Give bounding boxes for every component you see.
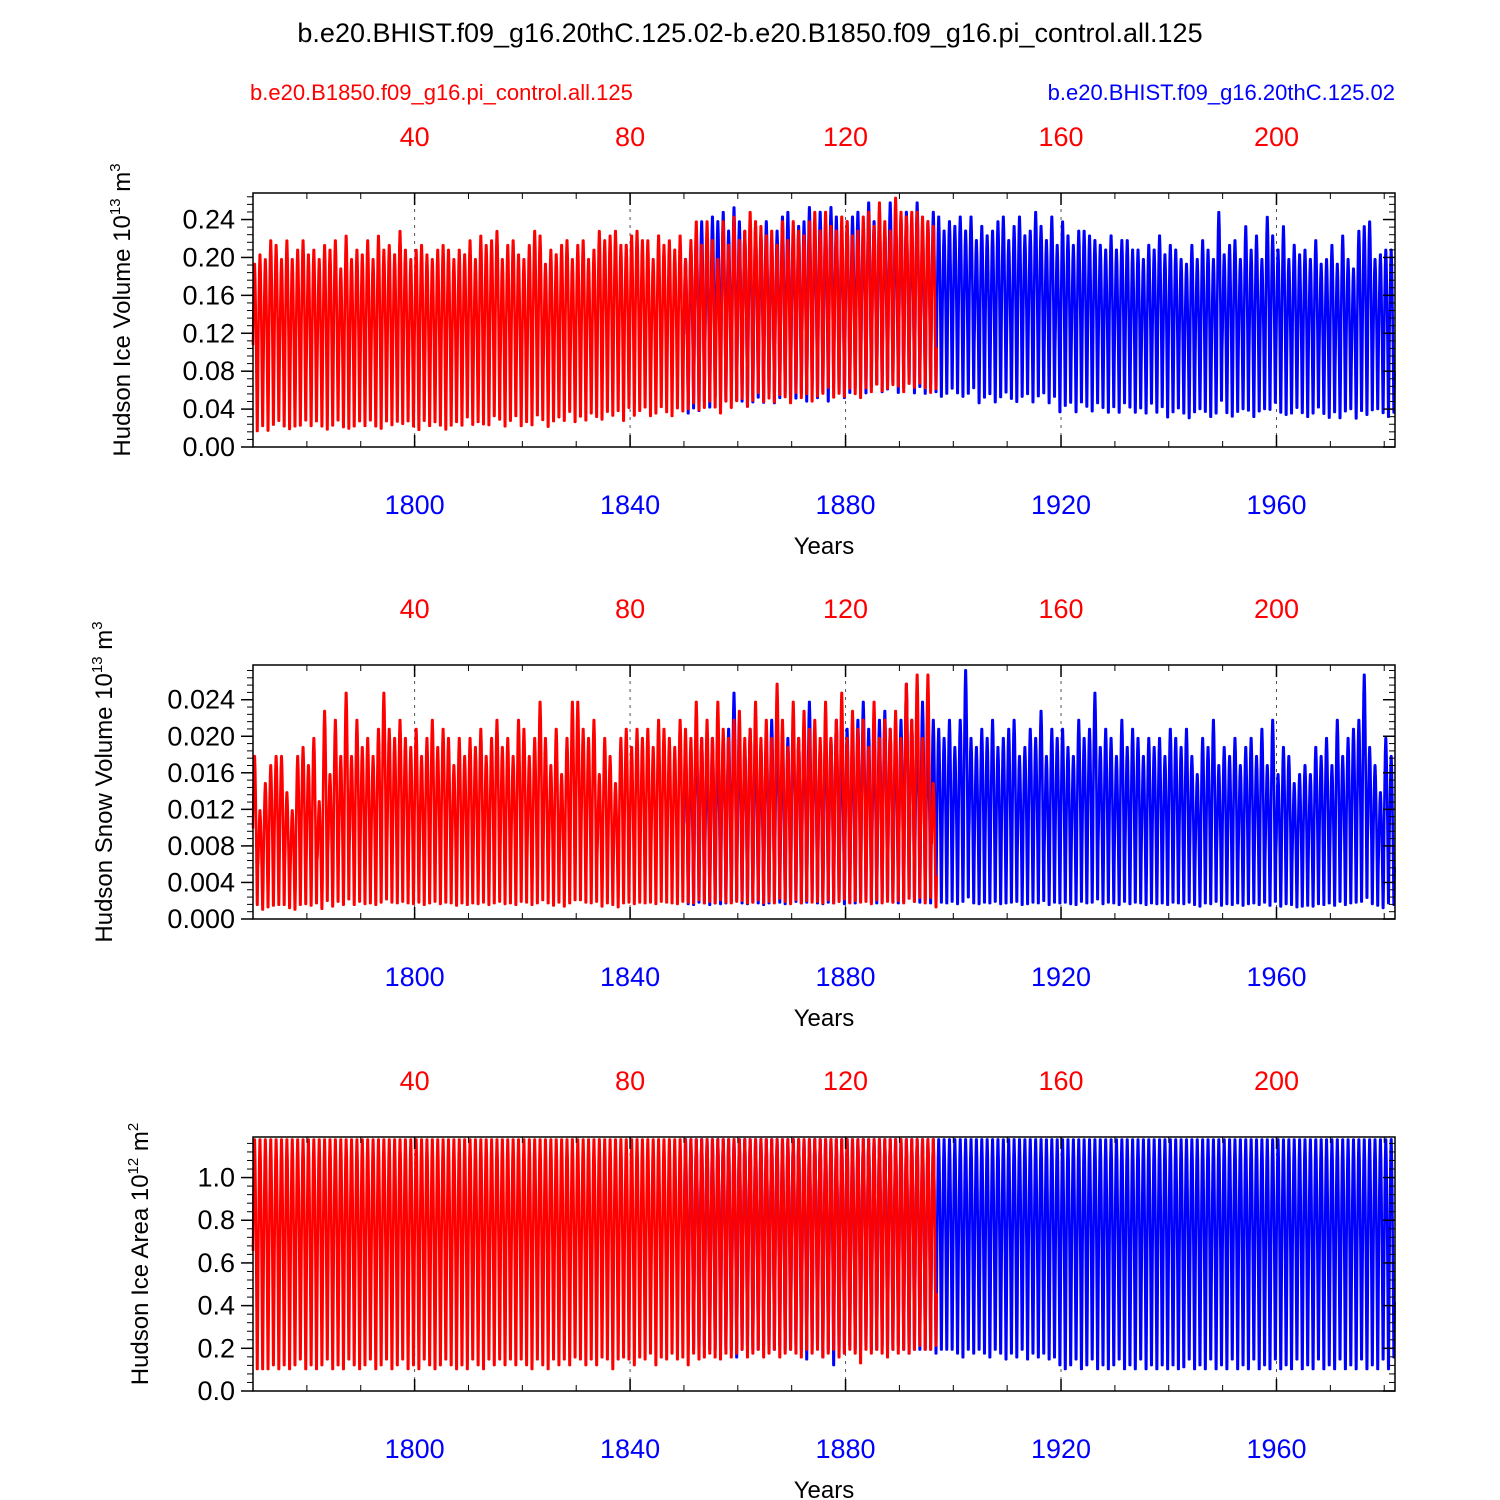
series-line-control	[251, 1138, 938, 1371]
y-tick-label: 0.0	[197, 1376, 235, 1406]
x-axis-title: Years	[794, 1005, 855, 1032]
y-tick-label: 0.20	[182, 242, 235, 272]
bottom-x-tick-label: 1840	[600, 490, 660, 520]
legend-control-run: b.e20.B1850.f09_g16.pi_control.all.125	[250, 80, 633, 105]
y-axis-title: Hudson Snow Volume 1013 m3	[89, 621, 118, 942]
top-x-tick-label: 40	[400, 122, 430, 152]
y-tick-label: 0.6	[197, 1248, 235, 1278]
bottom-x-tick-label: 1880	[816, 490, 876, 520]
plot-frame	[252, 192, 1396, 448]
bottom-x-tick-label: 1800	[385, 490, 445, 520]
top-x-tick-label: 80	[615, 122, 645, 152]
top-x-tick-label: 40	[400, 1066, 430, 1096]
bottom-x-tick-label: 1800	[385, 1434, 445, 1464]
y-tick-label: 0.00	[182, 432, 235, 462]
top-x-tick-label: 120	[823, 594, 868, 624]
y-tick-label: 0.16	[182, 280, 235, 310]
top-x-tick-label: 200	[1254, 594, 1299, 624]
y-tick-label: 0.24	[182, 205, 235, 235]
y-tick-label: 0.024	[167, 685, 235, 715]
y-tick-label: 0.04	[182, 394, 235, 424]
top-x-tick-label: 80	[615, 1066, 645, 1096]
y-tick-label: 0.008	[167, 831, 235, 861]
chart-title: b.e20.BHIST.f09_g16.20thC.125.02-b.e20.B…	[297, 18, 1203, 48]
panel-ice-volume: 0.00 0.04 0.08 0.12 0.16 0.20 0.24 1800 1840 1880…	[107, 122, 1396, 560]
bottom-x-tick-label: 1880	[816, 962, 876, 992]
y-axis-title: Hudson Ice Area 1012 m2	[125, 1123, 154, 1386]
y-tick-label: 0.020	[167, 721, 235, 751]
top-x-tick-label: 120	[823, 122, 868, 152]
bottom-x-tick-label: 1840	[600, 962, 660, 992]
top-x-tick-label: 80	[615, 594, 645, 624]
x-axis-title: Years	[794, 1477, 855, 1500]
bottom-x-tick-label: 1880	[816, 1434, 876, 1464]
top-x-tick-label: 40	[400, 594, 430, 624]
series-line-control	[251, 673, 938, 911]
bottom-x-tick-label: 1840	[600, 1434, 660, 1464]
x-axis-title: Years	[794, 533, 855, 560]
legend-historical-run: b.e20.BHIST.f09_g16.20thC.125.02	[1047, 80, 1395, 105]
y-tick-label: 0.8	[197, 1205, 235, 1235]
y-tick-label: 0.012	[167, 794, 235, 824]
y-tick-label: 0.016	[167, 758, 235, 788]
panel-ice-area: 0.0 0.2 0.4 0.6 0.8 1.0 1800 1840 1880 1920 1960 40…	[125, 1066, 1396, 1500]
bottom-x-tick-label: 1960	[1246, 490, 1306, 520]
top-x-tick-label: 200	[1254, 122, 1299, 152]
y-tick-label: 0.4	[197, 1291, 235, 1321]
top-x-tick-label: 200	[1254, 1066, 1299, 1096]
y-tick-label: 0.000	[167, 904, 235, 934]
panel-snow-volume: 0.000 0.004 0.008 0.012 0.016 0.020 0.024 1800 1…	[89, 594, 1396, 1032]
bottom-x-tick-label: 1960	[1246, 962, 1306, 992]
y-tick-label: 0.2	[197, 1333, 235, 1363]
y-axis-title: Hudson Ice Volume 1013 m3	[107, 163, 136, 456]
series-line-control	[251, 196, 938, 433]
y-tick-label: 0.004	[167, 867, 235, 897]
top-x-tick-label: 160	[1038, 594, 1083, 624]
y-tick-label: 0.08	[182, 356, 235, 386]
bottom-x-tick-label: 1920	[1031, 962, 1091, 992]
plot-frame	[252, 1136, 1396, 1392]
bottom-x-tick-label: 1920	[1031, 1434, 1091, 1464]
bottom-x-tick-label: 1800	[385, 962, 445, 992]
top-x-tick-label: 120	[823, 1066, 868, 1096]
bottom-x-tick-label: 1960	[1246, 1434, 1306, 1464]
y-tick-label: 0.12	[182, 318, 235, 348]
y-tick-label: 1.0	[197, 1163, 235, 1193]
plot-frame	[252, 664, 1396, 920]
top-x-tick-label: 160	[1038, 1066, 1083, 1096]
top-x-tick-label: 160	[1038, 122, 1083, 152]
bottom-x-tick-label: 1920	[1031, 490, 1091, 520]
